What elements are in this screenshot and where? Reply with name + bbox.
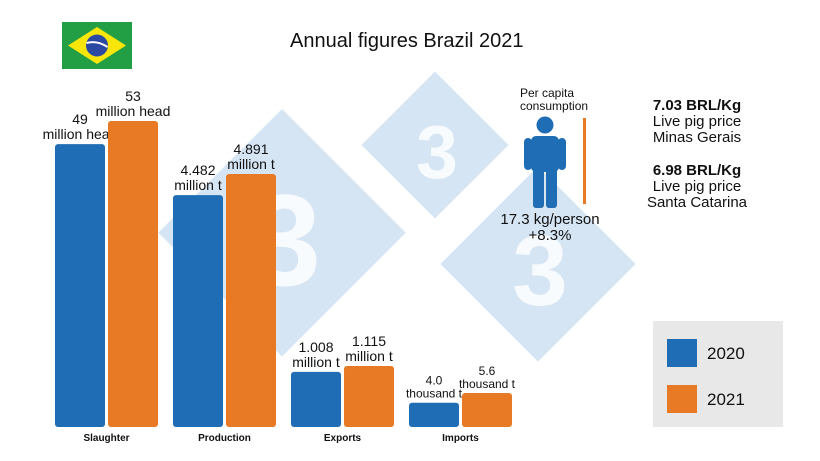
legend-swatch-2020 <box>667 339 697 367</box>
bar-imports-2021 <box>462 393 512 427</box>
per-capita-label: Per capita consumption <box>520 87 588 113</box>
bar-production-2021 <box>226 174 276 427</box>
legend: 2020 2021 <box>653 321 783 427</box>
price-region: Minas Gerais <box>652 129 742 146</box>
brazil-flag-icon <box>62 22 132 69</box>
data-label-exports-2021: 1.115 <box>352 333 386 349</box>
category-label-imports: Imports <box>442 433 479 444</box>
data-label-imports-2020: 4.0 <box>426 374 443 388</box>
bar-exports-2021 <box>344 366 394 427</box>
price-value: 7.03 BRL/Kg <box>652 97 742 114</box>
bar-exports-2020 <box>291 371 341 427</box>
person-icon <box>524 116 566 208</box>
data-label-slaughter-2021: 53 <box>125 88 141 104</box>
price-minas-gerais: 7.03 BRL/Kg Live pig price Minas Gerais <box>612 98 782 146</box>
per-capita-label-line1: Per capita <box>520 86 575 100</box>
per-capita-value: 17.3 kg/person +8.3% <box>480 212 620 244</box>
price-value: 6.98 BRL/Kg <box>652 162 742 179</box>
svg-text:3: 3 <box>416 110 458 194</box>
chart-title: Annual figures Brazil 2021 <box>290 30 524 52</box>
data-label-exports-2020: 1.008 <box>298 339 333 355</box>
data-label-slaughter-2021: million head <box>96 103 171 119</box>
data-label-slaughter-2020: million head <box>43 126 118 142</box>
data-label-imports-2021: 5.6 <box>479 364 496 378</box>
data-label-exports-2021: million t <box>345 348 393 364</box>
per-capita-label-line2: consumption <box>520 99 589 113</box>
data-label-production-2020: 4.482 <box>180 162 215 178</box>
bar-slaughter-2020 <box>55 144 105 427</box>
category-label-slaughter: Slaughter <box>83 433 129 444</box>
data-label-imports-2020: thousand t <box>406 387 463 401</box>
legend-label-2020: 2020 <box>707 344 745 363</box>
price-label: Live pig price <box>652 178 742 195</box>
bar-slaughter-2021 <box>108 121 158 427</box>
category-label-exports: Exports <box>324 433 362 444</box>
consumption-indicator-line <box>583 118 586 204</box>
legend-swatch-2021 <box>667 385 697 413</box>
data-label-imports-2021: thousand t <box>459 377 516 391</box>
price-santa-catarina: 6.98 BRL/Kg Live pig price Santa Catarin… <box>612 163 782 211</box>
data-label-exports-2020: million t <box>292 354 340 370</box>
price-label: Live pig price <box>652 113 742 130</box>
legend-label-2021: 2021 <box>707 390 745 409</box>
bar-imports-2020 <box>409 402 459 427</box>
svg-text:3: 3 <box>512 215 568 327</box>
data-label-production-2021: 4.891 <box>233 141 268 157</box>
data-label-slaughter-2020: 49 <box>72 111 88 127</box>
bar-production-2020 <box>173 195 223 427</box>
data-label-production-2020: million t <box>174 177 222 193</box>
per-capita-change: +8.3% <box>528 227 572 244</box>
price-region: Santa Catarina <box>646 194 748 211</box>
data-label-production-2021: million t <box>227 156 275 172</box>
category-label-production: Production <box>198 433 251 444</box>
per-capita-amount: 17.3 kg/person <box>500 211 600 228</box>
